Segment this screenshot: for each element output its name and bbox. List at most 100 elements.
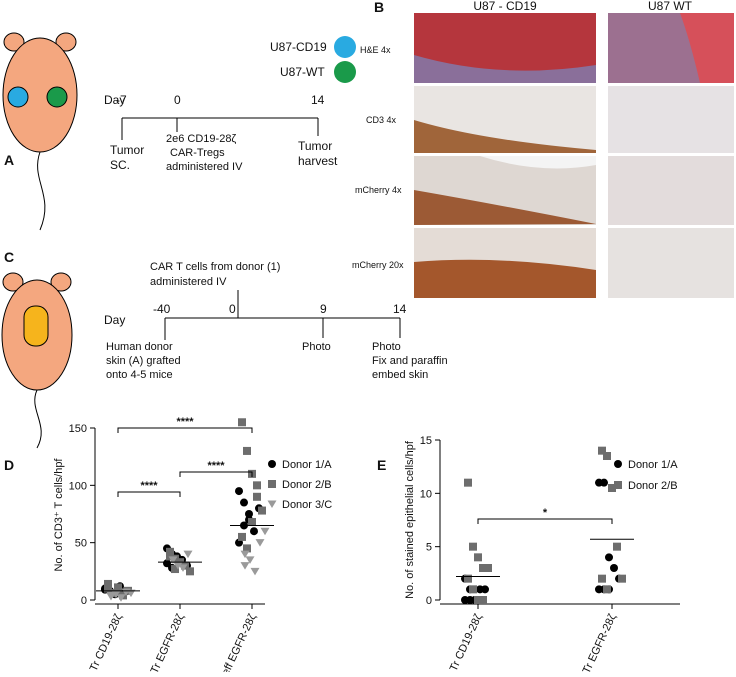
event: skin (A) grafted bbox=[106, 355, 181, 367]
data-point bbox=[484, 564, 492, 572]
legend-label: Donor 2/B bbox=[628, 480, 678, 492]
data-point bbox=[240, 498, 248, 507]
data-point bbox=[614, 460, 622, 468]
timeline-c bbox=[164, 290, 401, 340]
data-point bbox=[603, 585, 611, 594]
row-label: CD3 4x bbox=[366, 115, 397, 125]
data-point bbox=[126, 589, 136, 598]
data-point bbox=[166, 547, 174, 556]
legend-label: Donor 1/A bbox=[282, 459, 332, 471]
data-point bbox=[481, 585, 489, 594]
event: Tumor bbox=[298, 139, 332, 153]
data-point bbox=[608, 484, 616, 492]
y-tick-label: 5 bbox=[426, 542, 432, 554]
day: 9 bbox=[320, 302, 327, 316]
day: -7 bbox=[116, 93, 127, 107]
data-point bbox=[474, 596, 482, 604]
data-point bbox=[614, 481, 622, 489]
data-point bbox=[238, 418, 246, 427]
data-point bbox=[479, 596, 487, 604]
data-point bbox=[603, 452, 611, 460]
x-tick-label: Tr CD19-28ζ bbox=[448, 612, 485, 672]
event: Tumor bbox=[110, 143, 144, 157]
data-point bbox=[243, 544, 251, 553]
event: Human donor bbox=[106, 341, 173, 353]
event: embed skin bbox=[372, 369, 428, 381]
data-point bbox=[613, 542, 621, 551]
legend-label: U87-WT bbox=[280, 65, 325, 79]
data-point bbox=[173, 562, 183, 570]
data-point bbox=[240, 562, 250, 570]
data-point bbox=[245, 510, 253, 518]
row-label: H&E 4x bbox=[360, 45, 391, 55]
event: administered IV bbox=[150, 276, 227, 288]
significance-bracket bbox=[117, 427, 253, 433]
micrographs bbox=[414, 13, 734, 298]
legend-label: Donor 3/C bbox=[282, 499, 332, 511]
data-point bbox=[250, 527, 258, 536]
event: CAR-Tregs bbox=[170, 147, 225, 159]
event: Photo bbox=[302, 341, 331, 353]
significance-label: **** bbox=[140, 480, 158, 492]
significance-label: **** bbox=[207, 460, 225, 472]
column-header: U87 - CD19 bbox=[473, 0, 537, 13]
event: 2e6 CD19-28ζ bbox=[166, 133, 236, 145]
data-point bbox=[464, 574, 472, 583]
day: 14 bbox=[311, 93, 325, 107]
day: 0 bbox=[174, 93, 181, 107]
data-point bbox=[250, 567, 260, 576]
data-point bbox=[245, 556, 255, 564]
data-point bbox=[106, 591, 116, 600]
event: Fix and paraffin bbox=[372, 355, 448, 367]
data-point bbox=[240, 550, 250, 559]
data-point bbox=[479, 564, 487, 572]
data-point bbox=[255, 539, 265, 547]
data-point bbox=[610, 564, 618, 572]
day: 0 bbox=[229, 302, 236, 316]
day: 14 bbox=[393, 302, 407, 316]
data-point bbox=[598, 574, 606, 583]
y-tick-label: 0 bbox=[81, 595, 87, 607]
data-point bbox=[268, 460, 276, 468]
legend-label: U87-CD19 bbox=[270, 40, 327, 54]
data-point bbox=[600, 478, 608, 487]
data-point bbox=[104, 584, 112, 593]
data-point bbox=[464, 478, 472, 487]
data-point bbox=[253, 492, 261, 501]
panel-letter: E bbox=[377, 457, 386, 473]
y-tick-label: 15 bbox=[420, 435, 432, 447]
data-point bbox=[104, 579, 112, 588]
data-point bbox=[598, 446, 606, 455]
significance-bracket bbox=[477, 518, 613, 524]
data-point bbox=[474, 553, 482, 562]
y-tick-label: 100 bbox=[69, 480, 87, 492]
y-axis-label: No. of stained epithelial cells/hpf bbox=[404, 440, 416, 599]
day-label: Day bbox=[104, 313, 125, 327]
y-axis-label: No. of CD3⁺ T cells/hpf bbox=[53, 458, 65, 572]
mouse-c bbox=[1, 272, 73, 449]
significance-bracket bbox=[179, 471, 253, 477]
x-tick-label: Tr EGFR-28ζ bbox=[581, 612, 619, 672]
data-point bbox=[605, 553, 613, 562]
data-point bbox=[114, 583, 122, 592]
panel-letter: D bbox=[4, 457, 14, 473]
data-point bbox=[238, 532, 246, 541]
data-point bbox=[178, 564, 188, 572]
x-tick-label: Tr CD19-28ζ bbox=[88, 612, 125, 672]
y-tick-label: 0 bbox=[426, 595, 432, 607]
legend-label: Donor 1/A bbox=[628, 459, 678, 471]
data-point bbox=[168, 556, 178, 564]
data-point bbox=[258, 506, 266, 515]
data-point bbox=[183, 550, 193, 559]
significance-bracket bbox=[117, 491, 181, 497]
day: -40 bbox=[153, 302, 171, 316]
panel-letter: B bbox=[374, 0, 384, 15]
x-tick-label: Teff EGFR-28ζ bbox=[217, 612, 258, 672]
event: onto 4-5 mice bbox=[106, 369, 173, 381]
row-label: mCherry 4x bbox=[355, 185, 402, 195]
event: Photo bbox=[372, 341, 401, 353]
data-point bbox=[235, 487, 243, 496]
data-point bbox=[116, 594, 126, 602]
data-point bbox=[186, 567, 194, 576]
